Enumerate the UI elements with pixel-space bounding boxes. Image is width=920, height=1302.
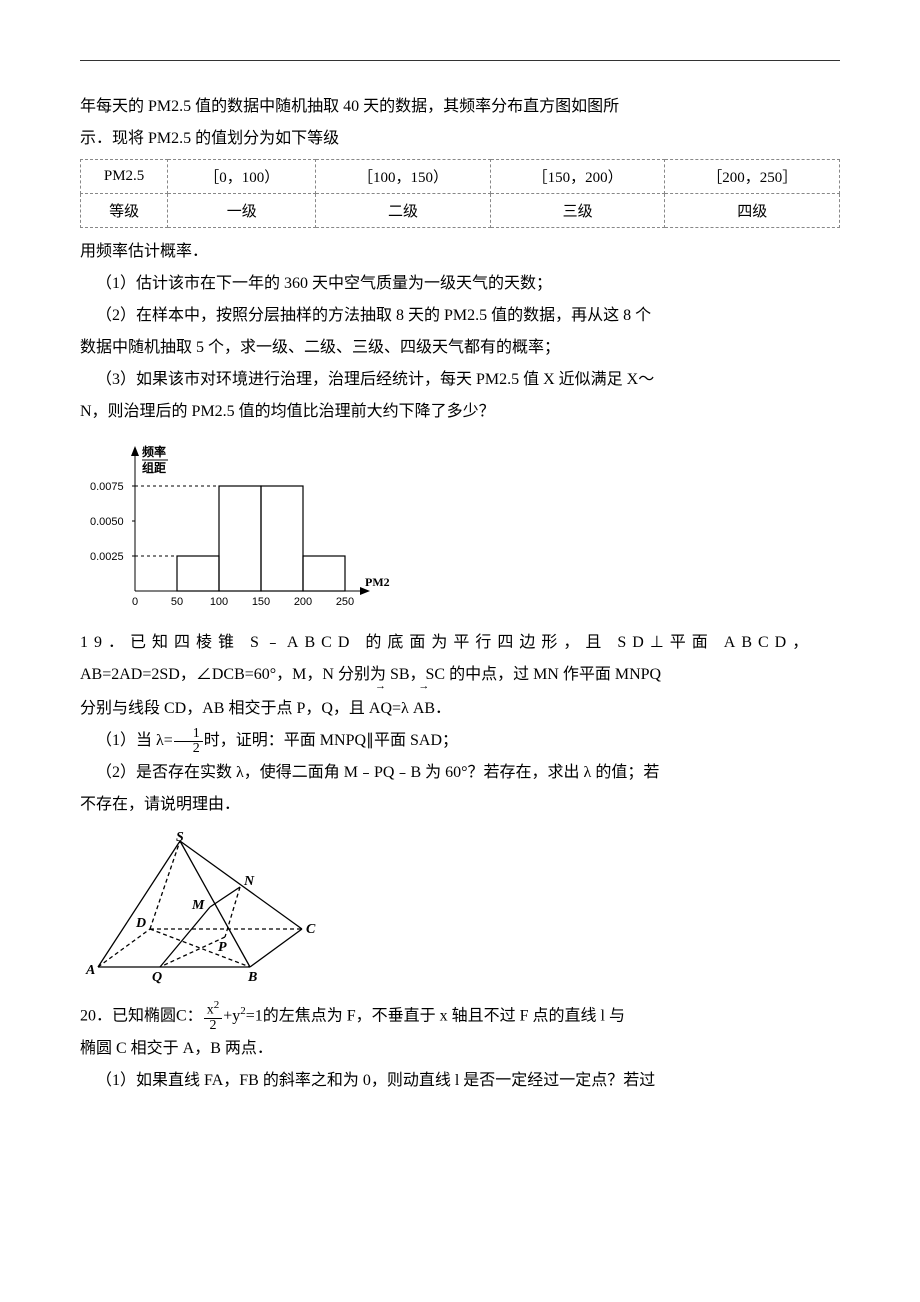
q19-part2-a: （2）是否存在实数 λ，使得二面角 M﹣PQ﹣B 为 60°？若存在，求出 λ … — [80, 757, 840, 789]
table-header-cell: ［200，250］ — [665, 160, 840, 194]
vertex-d: D — [135, 916, 146, 931]
q19-line1-a: 19．已知四棱锥 S — [80, 634, 265, 651]
q18-part2-b: 数据中随机抽取 5 个，求一级、二级、三级、四级天气都有的概率； — [80, 332, 840, 364]
page-container: 年每天的 PM2.5 值的数据中随机抽取 40 天的数据，其频率分布直方图如图所… — [0, 0, 920, 1137]
intro-text-2: 示．现将 PM2.5 的值划分为如下等级 — [80, 123, 840, 155]
q19-part1: （1）当 λ=12时，证明：平面 MNPQ∥平面 SAD； — [80, 725, 840, 757]
q19-p2a-mid: PQ — [374, 764, 394, 781]
x-axis-label: PM2.5 — [365, 575, 390, 589]
q19-l3-pre: 分别与线段 CD，AB 相交于点 P，Q，且 — [80, 700, 365, 717]
q20-l1-pre: 20．已知椭圆C： — [80, 1007, 203, 1024]
q19-p1-post: 时，证明：平面 MNPQ∥平面 SAD； — [204, 732, 458, 749]
q20-line2: 椭圆 C 相交于 A，B 两点． — [80, 1033, 840, 1065]
svg-text:150: 150 — [252, 596, 270, 608]
table-header-cell: ［0，100） — [168, 160, 316, 194]
svg-text:0.0075: 0.0075 — [90, 481, 124, 493]
svg-text:100: 100 — [210, 596, 228, 608]
freq-note: 用频率估计概率． — [80, 236, 840, 268]
q20-l1-post: =1的左焦点为 F，不垂直于 x 轴且不过 F 点的直线 l 与 — [246, 1007, 625, 1024]
q20-line1: 20．已知椭圆C：x22+y2=1的左焦点为 F，不垂直于 x 轴且不过 F 点… — [80, 1000, 840, 1033]
y-axis-label-bot: 组距 — [142, 460, 166, 475]
vertex-a: A — [85, 963, 95, 978]
svg-text:50: 50 — [171, 596, 183, 608]
svg-text:200: 200 — [294, 596, 312, 608]
vertex-p: P — [218, 940, 227, 955]
vertex-s: S — [176, 830, 184, 845]
q19-p1-pre: （1）当 λ= — [96, 732, 173, 749]
q18-part3-a: （3）如果该市对环境进行治理，治理后经统计，每天 PM2.5 值 X 近似满足 … — [80, 364, 840, 396]
table-row: PM2.5 ［0，100） ［100，150） ［150，200） ［200，2… — [81, 160, 840, 194]
q18-part1: （1）估计该市在下一年的 360 天中空气质量为一级天气的天数； — [80, 268, 840, 300]
vertex-m: M — [191, 898, 205, 913]
table-cell: 一级 — [168, 194, 316, 228]
q19-part2-b: 不存在，请说明理由． — [80, 789, 840, 821]
svg-text:0.0050: 0.0050 — [90, 516, 124, 528]
table-header-cell: ［150，200） — [490, 160, 665, 194]
table-cell: 四级 — [665, 194, 840, 228]
q19-p2a-pre: （2）是否存在实数 λ，使得二面角 M — [96, 764, 358, 781]
svg-text:250: 250 — [336, 596, 354, 608]
top-divider — [80, 60, 840, 61]
q18-part3-b: N，则治理后的 PM2.5 值的均值比治理前大约下降了多少？ — [80, 396, 840, 428]
histogram-svg: 频率 组距 PM2.5 0.0025 0.0050 0.0075 0 50 100 150… — [80, 436, 390, 616]
vertex-c: C — [306, 922, 316, 937]
pyramid-diagram: S A B C D M N P Q — [80, 829, 840, 994]
fraction-x2-over-2: x22 — [204, 1000, 223, 1033]
q19-line1-b: ABCD 的底面为平行四边形，且 SD⊥平面 ABCD， — [287, 634, 814, 651]
pyramid-svg: S A B C D M N P Q — [80, 829, 330, 989]
vector-aq: AQ — [369, 691, 392, 725]
svg-text:0.0025: 0.0025 — [90, 551, 124, 563]
vertex-b: B — [247, 970, 257, 985]
intro-text-1: 年每天的 PM2.5 值的数据中随机抽取 40 天的数据，其频率分布直方图如图所 — [80, 91, 840, 123]
table-cell: 三级 — [490, 194, 665, 228]
q19-p2a-post: B 为 60°？若存在，求出 λ 的值；若 — [410, 764, 659, 781]
q18-part2-a: （2）在样本中，按照分层抽样的方法抽取 8 天的 PM2.5 值的数据，再从这 … — [80, 300, 840, 332]
pm25-level-table: PM2.5 ［0，100） ［100，150） ［150，200） ［200，2… — [80, 159, 840, 228]
q19-line3: 分别与线段 CD，AB 相交于点 P，Q，且 AQ=λ AB． — [80, 691, 840, 725]
q19-line1: 19．已知四棱锥 S﹣ABCD 的底面为平行四边形，且 SD⊥平面 ABCD， — [80, 627, 840, 659]
q19-line2: AB=2AD=2SD，∠DCB=60°，M，N 分别为 SB，SC 的中点，过 … — [80, 659, 840, 691]
table-header-cell: PM2.5 — [81, 160, 168, 194]
q19-l3-end: ． — [435, 700, 451, 717]
q20-part1: （1）如果直线 FA，FB 的斜率之和为 0，则动直线 l 是否一定经过一定点？… — [80, 1065, 840, 1097]
q20-l1-mid: +y — [223, 1007, 240, 1024]
table-cell: 等级 — [81, 194, 168, 228]
vertex-q: Q — [152, 970, 162, 985]
q19-l3-eq: =λ — [392, 700, 409, 717]
table-row: 等级 一级 二级 三级 四级 — [81, 194, 840, 228]
vector-ab: AB — [413, 691, 435, 725]
table-cell: 二级 — [316, 194, 491, 228]
fraction-half: 12 — [174, 727, 203, 756]
vertex-n: N — [243, 874, 255, 889]
y-axis-label-top: 频率 — [142, 444, 166, 459]
svg-text:0: 0 — [132, 596, 138, 608]
histogram-chart: 频率 组距 PM2.5 0.0025 0.0050 0.0075 0 50 100 150… — [80, 436, 840, 621]
table-header-cell: ［100，150） — [316, 160, 491, 194]
